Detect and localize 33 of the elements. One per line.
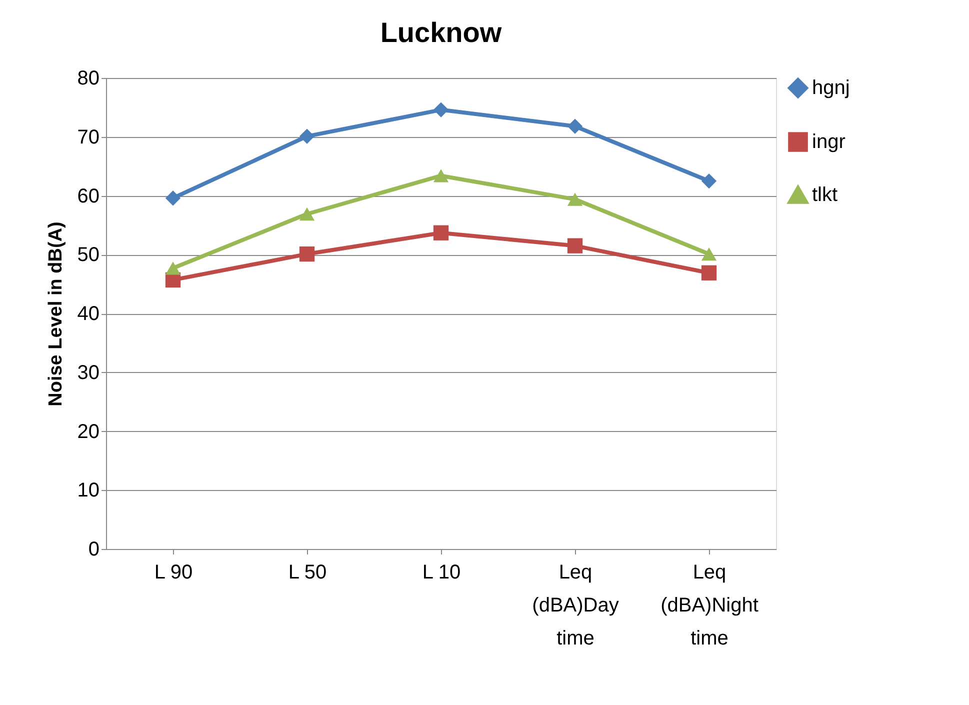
x-tick-label: L 10 (422, 562, 461, 584)
point (165, 190, 181, 206)
point (433, 169, 449, 182)
point (165, 262, 181, 275)
point (299, 207, 315, 221)
legend-label: hgnj (812, 77, 850, 99)
chart-title: Lucknow (380, 17, 502, 48)
point (567, 118, 583, 134)
point (433, 102, 449, 118)
point (567, 192, 583, 206)
y-tick-label: 60 (77, 185, 100, 208)
point (567, 238, 583, 254)
y-tick-label: 20 (77, 420, 100, 443)
point (433, 225, 449, 240)
y-tick-label: 0 (88, 538, 100, 560)
y-tick-label: 70 (77, 126, 100, 148)
x-tick-label: Leq (dBA)Day time (532, 562, 619, 650)
y-tick-label: 40 (77, 303, 100, 325)
x-tick-label: L 50 (288, 562, 327, 584)
x-tick-label: L 90 (154, 562, 193, 584)
point (701, 265, 717, 280)
point (701, 173, 717, 189)
y-tick-label: 10 (77, 480, 100, 502)
point (299, 246, 315, 262)
x-tick-label: Leq (dBA)Night time (660, 562, 759, 650)
y-axis-title: Noise Level in dB(A) (45, 222, 66, 406)
point (701, 247, 717, 261)
y-tick-label: 30 (77, 362, 100, 384)
point (299, 128, 315, 144)
legend-label: tlkt (812, 184, 838, 206)
y-tick-label: 80 (77, 68, 100, 90)
legend-label: ingr (812, 131, 846, 153)
y-tick-label: 50 (77, 244, 100, 266)
